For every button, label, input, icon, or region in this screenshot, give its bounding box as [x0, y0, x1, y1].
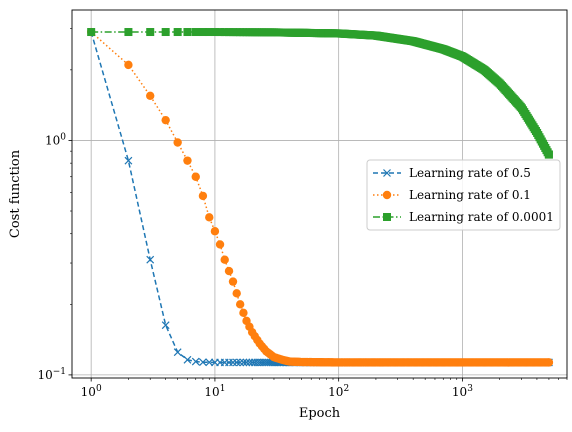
legend-label: Learning rate of 0.5 [409, 166, 531, 180]
data-point [146, 28, 155, 37]
series-line [91, 31, 549, 153]
y-tick-label: 100 [45, 132, 66, 147]
legend-marker [383, 169, 391, 177]
data-point [124, 28, 133, 37]
y-tick-label: 10−1 [37, 367, 66, 382]
data-point [544, 358, 554, 367]
legend-label: Learning rate of 0.0001 [409, 210, 554, 224]
series-layer [86, 27, 554, 367]
marker-stroke [124, 156, 133, 165]
data-point [183, 28, 192, 37]
data-point [220, 255, 229, 264]
data-point [544, 150, 553, 159]
marker-stroke [205, 358, 214, 367]
data-point [173, 28, 182, 37]
legend-label: Learning rate of 0.1 [409, 188, 531, 202]
legend-item: Learning rate of 0.0001 [373, 210, 554, 224]
data-point [183, 355, 192, 364]
y-axis-label: Cost function [8, 149, 23, 238]
data-point [87, 28, 96, 37]
grid [72, 10, 567, 378]
data-point [124, 60, 133, 70]
data-point [173, 138, 182, 147]
data-point [216, 28, 225, 37]
series-1 [86, 27, 554, 367]
marker-stroke [242, 358, 251, 367]
data-point [242, 358, 251, 367]
marker-stroke [173, 348, 182, 357]
marker-stroke [199, 358, 207, 367]
data-point [229, 358, 237, 367]
data-point [232, 289, 241, 298]
data-point [236, 358, 245, 367]
marker-stroke [229, 358, 237, 367]
data-point [205, 28, 214, 37]
x-axis-label: Epoch [299, 406, 341, 421]
data-point [198, 191, 208, 201]
data-point [232, 358, 241, 367]
marker-stroke [383, 169, 391, 177]
ticks: 100 101 102 103 10−1 100 [37, 28, 568, 399]
x-tick-label: 100 [81, 384, 102, 399]
legend-box [366, 159, 561, 231]
legend-item: Learning rate of 0.5 [373, 166, 531, 180]
data-point [235, 300, 245, 309]
data-point [124, 156, 133, 165]
data-point [191, 172, 200, 181]
legend-marker [382, 190, 392, 200]
data-point [199, 358, 207, 367]
marker-stroke [183, 355, 192, 364]
data-point [215, 240, 225, 249]
data-point [239, 358, 248, 367]
marker-stroke [191, 357, 200, 366]
x-tick-label: 101 [204, 384, 225, 399]
data-point [173, 348, 182, 357]
data-point [220, 28, 229, 37]
marker-stroke [232, 358, 241, 367]
data-point [161, 115, 170, 125]
data-point [210, 28, 219, 37]
data-point [161, 321, 170, 330]
data-point [161, 28, 170, 37]
data-point [146, 91, 155, 101]
marker-stroke [146, 255, 155, 264]
data-point [205, 213, 214, 222]
legend-marker [383, 213, 391, 221]
data-point [191, 28, 200, 37]
series-2 [87, 28, 553, 159]
x-tick-label: 103 [452, 384, 473, 399]
data-point [198, 28, 207, 37]
marker-stroke [236, 358, 245, 367]
data-point [239, 308, 248, 318]
data-point [191, 357, 200, 366]
data-point [146, 255, 155, 264]
data-point [205, 358, 214, 367]
data-point [224, 266, 234, 276]
marker-stroke [161, 321, 170, 330]
legend: Learning rate of 0.5 Learning rate of 0.1… [366, 159, 561, 231]
x-tick-label: 102 [328, 384, 349, 399]
data-point [210, 227, 220, 236]
data-point [183, 156, 192, 165]
marker-stroke [239, 358, 248, 367]
data-point [228, 277, 238, 286]
legend-item: Learning rate of 0.1 [373, 188, 531, 202]
